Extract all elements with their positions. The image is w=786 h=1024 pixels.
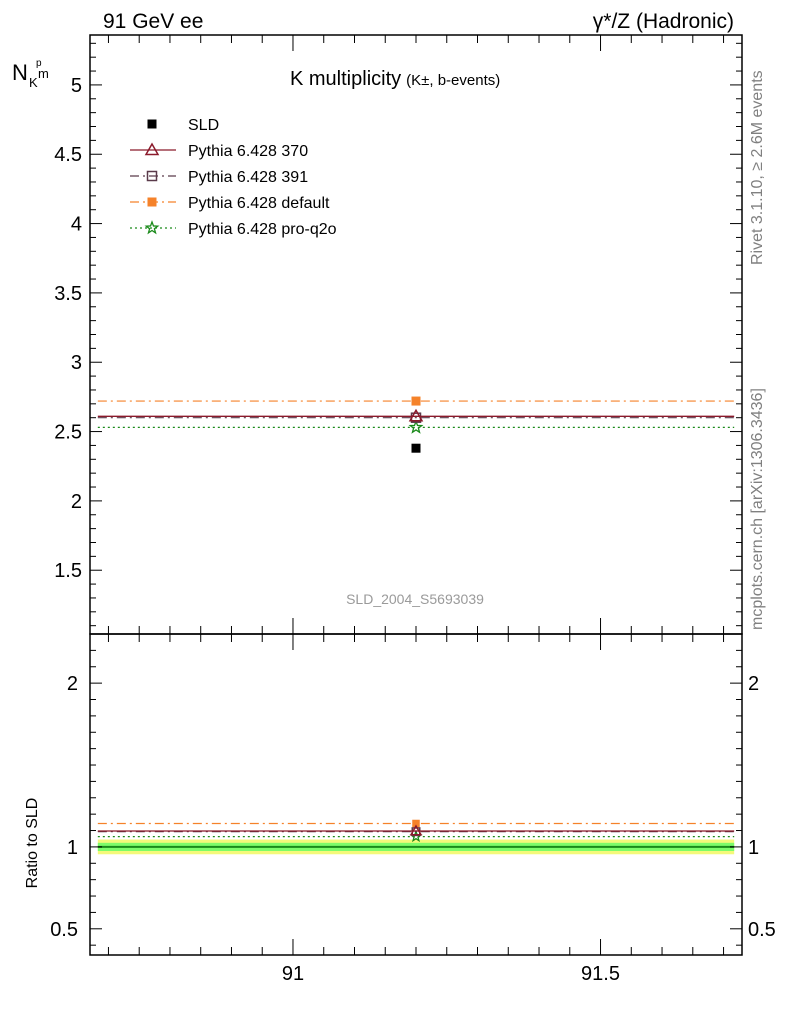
ratio-point-2 (412, 819, 420, 828)
legend: SLD Pythia 6.428 370 Pythia 6.428 391 Pythi… (130, 117, 337, 238)
main-y-label-base: N (12, 60, 28, 85)
mcplots-label: mcplots.cern.ch [arXiv:1306.3436] (749, 388, 766, 630)
legend-label: Pythia 6.428 pro-q2o (188, 221, 337, 238)
legend-entry-1: Pythia 6.428 370 (130, 142, 308, 160)
legend-entry-0: SLD (147, 117, 219, 134)
rivet-label: Rivet 3.1.10, ≥ 2.6M events (749, 70, 766, 265)
ratio-ytick-label-right: 0.5 (748, 919, 776, 941)
series-point-0 (411, 443, 421, 453)
legend-label: Pythia 6.428 391 (188, 169, 308, 186)
xtick-label: 91.5 (581, 963, 620, 985)
series-point-3 (411, 396, 421, 406)
main-ytick-label: 3 (71, 352, 82, 374)
ratio-plot-area: 0.5 0.5 1 1 2 2 91 91.5 (50, 633, 776, 985)
series-point-1 (408, 408, 424, 422)
main-ytick-label: 1.5 (54, 560, 82, 582)
legend-marker (147, 197, 157, 207)
analysis-watermark: SLD_2004_S5693039 (346, 591, 484, 607)
legend-marker (147, 119, 157, 129)
main-ytick-label: 4 (71, 214, 82, 236)
header-left: 91 GeV ee (103, 10, 203, 33)
main-ytick-label: 5 (71, 75, 82, 97)
ratio-ytick-label-left: 0.5 (50, 919, 78, 941)
xtick-label: 91 (282, 963, 304, 985)
ratio-ytick-label-right: 2 (748, 673, 759, 695)
series-point-4 (408, 419, 424, 434)
main-ytick-label: 2.5 (54, 422, 82, 444)
legend-marker (146, 170, 158, 182)
main-y-axis-label: N K p m (12, 58, 49, 90)
legend-entry-3: Pythia 6.428 default (130, 195, 330, 212)
main-plot-area: 1.5 2 2.5 3 3.5 4 4.5 5 (54, 34, 743, 635)
main-ytick-label: 3.5 (54, 283, 82, 305)
ratio-ytick-label-left: 2 (67, 673, 78, 695)
plot-title-suffix: (K±, b-events) (406, 72, 500, 89)
ratio-y-label: Ratio to SLD (24, 798, 41, 889)
main-y-label-sub: K (29, 75, 38, 90)
main-ytick-label: 4.5 (54, 144, 82, 166)
header-right: γ*/Z (Hadronic) (593, 10, 734, 33)
main-ytick-label: 2 (71, 491, 82, 513)
legend-entry-2: Pythia 6.428 391 (130, 169, 308, 186)
plot-title-main: K multiplicity (290, 68, 401, 90)
main-y-label-sub2: m (38, 66, 49, 81)
legend-marker (144, 220, 160, 235)
legend-label: Pythia 6.428 default (188, 195, 330, 212)
ratio-frame (89, 633, 743, 956)
legend-entry-4: Pythia 6.428 pro-q2o (130, 220, 337, 238)
main-y-label-sup: p (36, 58, 42, 69)
legend-marker (144, 142, 160, 156)
legend-label: Pythia 6.428 370 (188, 143, 308, 160)
ratio-ytick-label-left: 1 (67, 837, 78, 859)
legend-label: SLD (188, 117, 219, 134)
ratio-ytick-label-right: 1 (748, 837, 759, 859)
plot-title: K multiplicity (K±, b-events) (290, 68, 500, 90)
ratio-point-0 (409, 824, 423, 836)
